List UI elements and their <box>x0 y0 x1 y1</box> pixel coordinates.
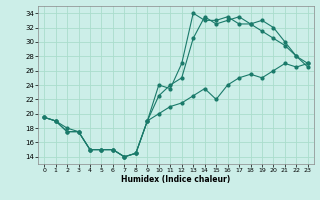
X-axis label: Humidex (Indice chaleur): Humidex (Indice chaleur) <box>121 175 231 184</box>
